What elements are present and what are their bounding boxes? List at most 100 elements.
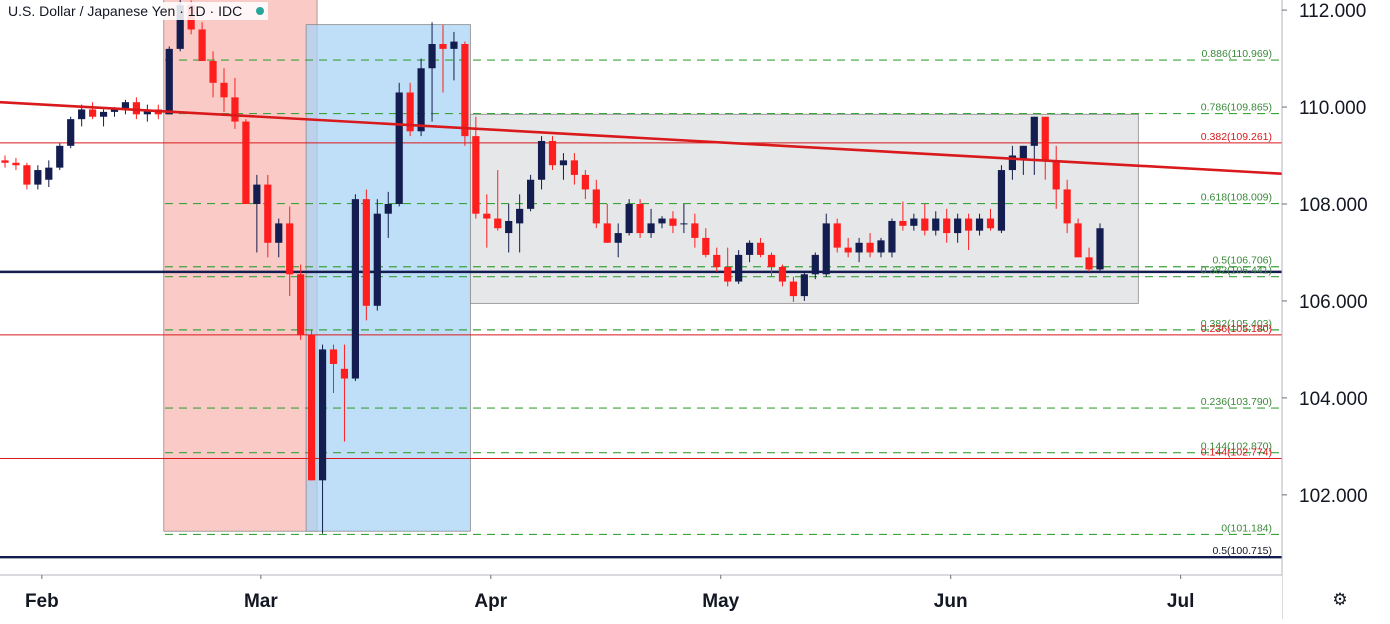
candle-body — [669, 218, 677, 226]
candle-body — [954, 218, 962, 234]
candle-body — [844, 247, 852, 253]
candle-body — [713, 254, 721, 268]
x-tick-label: May — [702, 591, 739, 612]
candle-body — [1063, 189, 1071, 224]
time-axis-panel — [0, 575, 1282, 619]
candle-body — [12, 162, 20, 166]
candle-body — [921, 218, 929, 231]
symbol-title: U.S. Dollar / Japanese Yen · 1D · IDC — [8, 3, 243, 19]
candle-body — [833, 223, 841, 248]
level-label-15: 0.5(100.715) — [1212, 545, 1272, 557]
y-tick-label: 104.000 — [1299, 389, 1368, 410]
candle-body — [351, 199, 359, 379]
candle-body — [209, 60, 217, 83]
level-label-10: 0.236(105.180) — [1201, 323, 1272, 335]
level-label-8: 0.382(106.441) — [1201, 265, 1272, 277]
candle-body — [789, 281, 797, 297]
price-axis-panel — [1282, 0, 1390, 619]
candle-body — [362, 199, 370, 306]
candle-body — [603, 223, 611, 243]
x-tick-label: Jul — [1167, 591, 1194, 612]
candle-body — [23, 165, 31, 185]
candle-body — [756, 242, 765, 255]
gear-icon[interactable]: ⚙ — [1332, 590, 1348, 609]
candle-body — [1041, 116, 1049, 161]
candle-body — [1008, 155, 1016, 171]
candle-body — [329, 349, 338, 364]
candle-body — [1052, 160, 1060, 190]
candle-body — [647, 223, 655, 234]
candle-body — [1030, 116, 1038, 146]
candle-body — [548, 140, 557, 166]
candle-body — [242, 121, 250, 204]
candle-body — [253, 184, 261, 204]
candle-body — [888, 220, 896, 253]
candle-body — [1096, 228, 1104, 270]
candle-body — [614, 233, 622, 243]
candle-body — [537, 140, 546, 180]
candle-body — [45, 167, 53, 180]
x-tick-label: Jun — [934, 591, 968, 612]
candle-body — [428, 44, 436, 69]
candle-body — [800, 274, 808, 297]
candle-body — [527, 179, 535, 209]
candle-body — [439, 44, 447, 49]
candle-body — [986, 218, 995, 229]
candle-body — [855, 242, 863, 253]
candle-body — [472, 136, 480, 214]
level-label-2: 0.886(110.969) — [1202, 48, 1272, 60]
candle-body — [724, 267, 732, 282]
candle-body — [636, 203, 644, 234]
candle-body — [997, 170, 1006, 231]
level-label-11: 0.236(103.790) — [1201, 396, 1272, 408]
candle-body — [264, 184, 272, 243]
level-label-4: 0.382(109.261) — [1201, 131, 1272, 143]
candle-body — [450, 41, 458, 49]
y-tick-label: 102.000 — [1299, 486, 1368, 507]
candle-body — [286, 223, 294, 275]
candle-body — [691, 223, 699, 238]
candle-body — [1019, 145, 1027, 161]
x-tick-label: Feb — [25, 591, 59, 612]
candle-body — [746, 242, 754, 255]
candle-body — [778, 267, 787, 282]
candle-body — [822, 223, 830, 275]
candle-body — [165, 48, 173, 115]
candle-body — [89, 109, 97, 117]
drawing-box-blue — [305, 24, 471, 532]
symbol-title-bar: U.S. Dollar / Japanese Yen · 1D · IDC — [4, 2, 269, 20]
y-tick-label: 112.000 — [1299, 1, 1366, 22]
candle-body — [965, 218, 973, 231]
level-label-9: 0.382(105.403) — [1201, 318, 1272, 330]
level-label-13: 0.144(102.774) — [1201, 447, 1272, 459]
level-label-12: 0.144(102.870) — [1201, 441, 1272, 453]
candle-body — [308, 334, 316, 481]
candle-body — [899, 220, 907, 226]
candle-body — [932, 218, 940, 231]
candle-body — [581, 174, 589, 190]
level-label-5: 0.618(108.009) — [1201, 192, 1272, 204]
candle-body — [176, 5, 184, 49]
candle-body — [132, 102, 140, 115]
candle-body — [143, 109, 151, 115]
candle-body — [373, 213, 381, 306]
candle-body — [34, 170, 42, 185]
drawing-box-red — [163, 0, 318, 532]
candle-body — [658, 218, 666, 224]
level-label-6: 0.5(106.706) — [1212, 255, 1272, 267]
candle-body — [505, 220, 513, 234]
candle-body — [1085, 257, 1093, 270]
candle-body — [461, 44, 469, 137]
candle-body — [910, 218, 918, 226]
candle-body — [943, 218, 951, 234]
candle-body — [516, 208, 524, 224]
candle-body — [67, 119, 75, 146]
candle-body — [340, 368, 349, 379]
candle-body — [866, 242, 874, 253]
candle-body — [483, 213, 491, 219]
y-tick-label: 110.000 — [1299, 98, 1366, 119]
candle-body — [56, 145, 64, 168]
candle-body — [1074, 223, 1082, 258]
